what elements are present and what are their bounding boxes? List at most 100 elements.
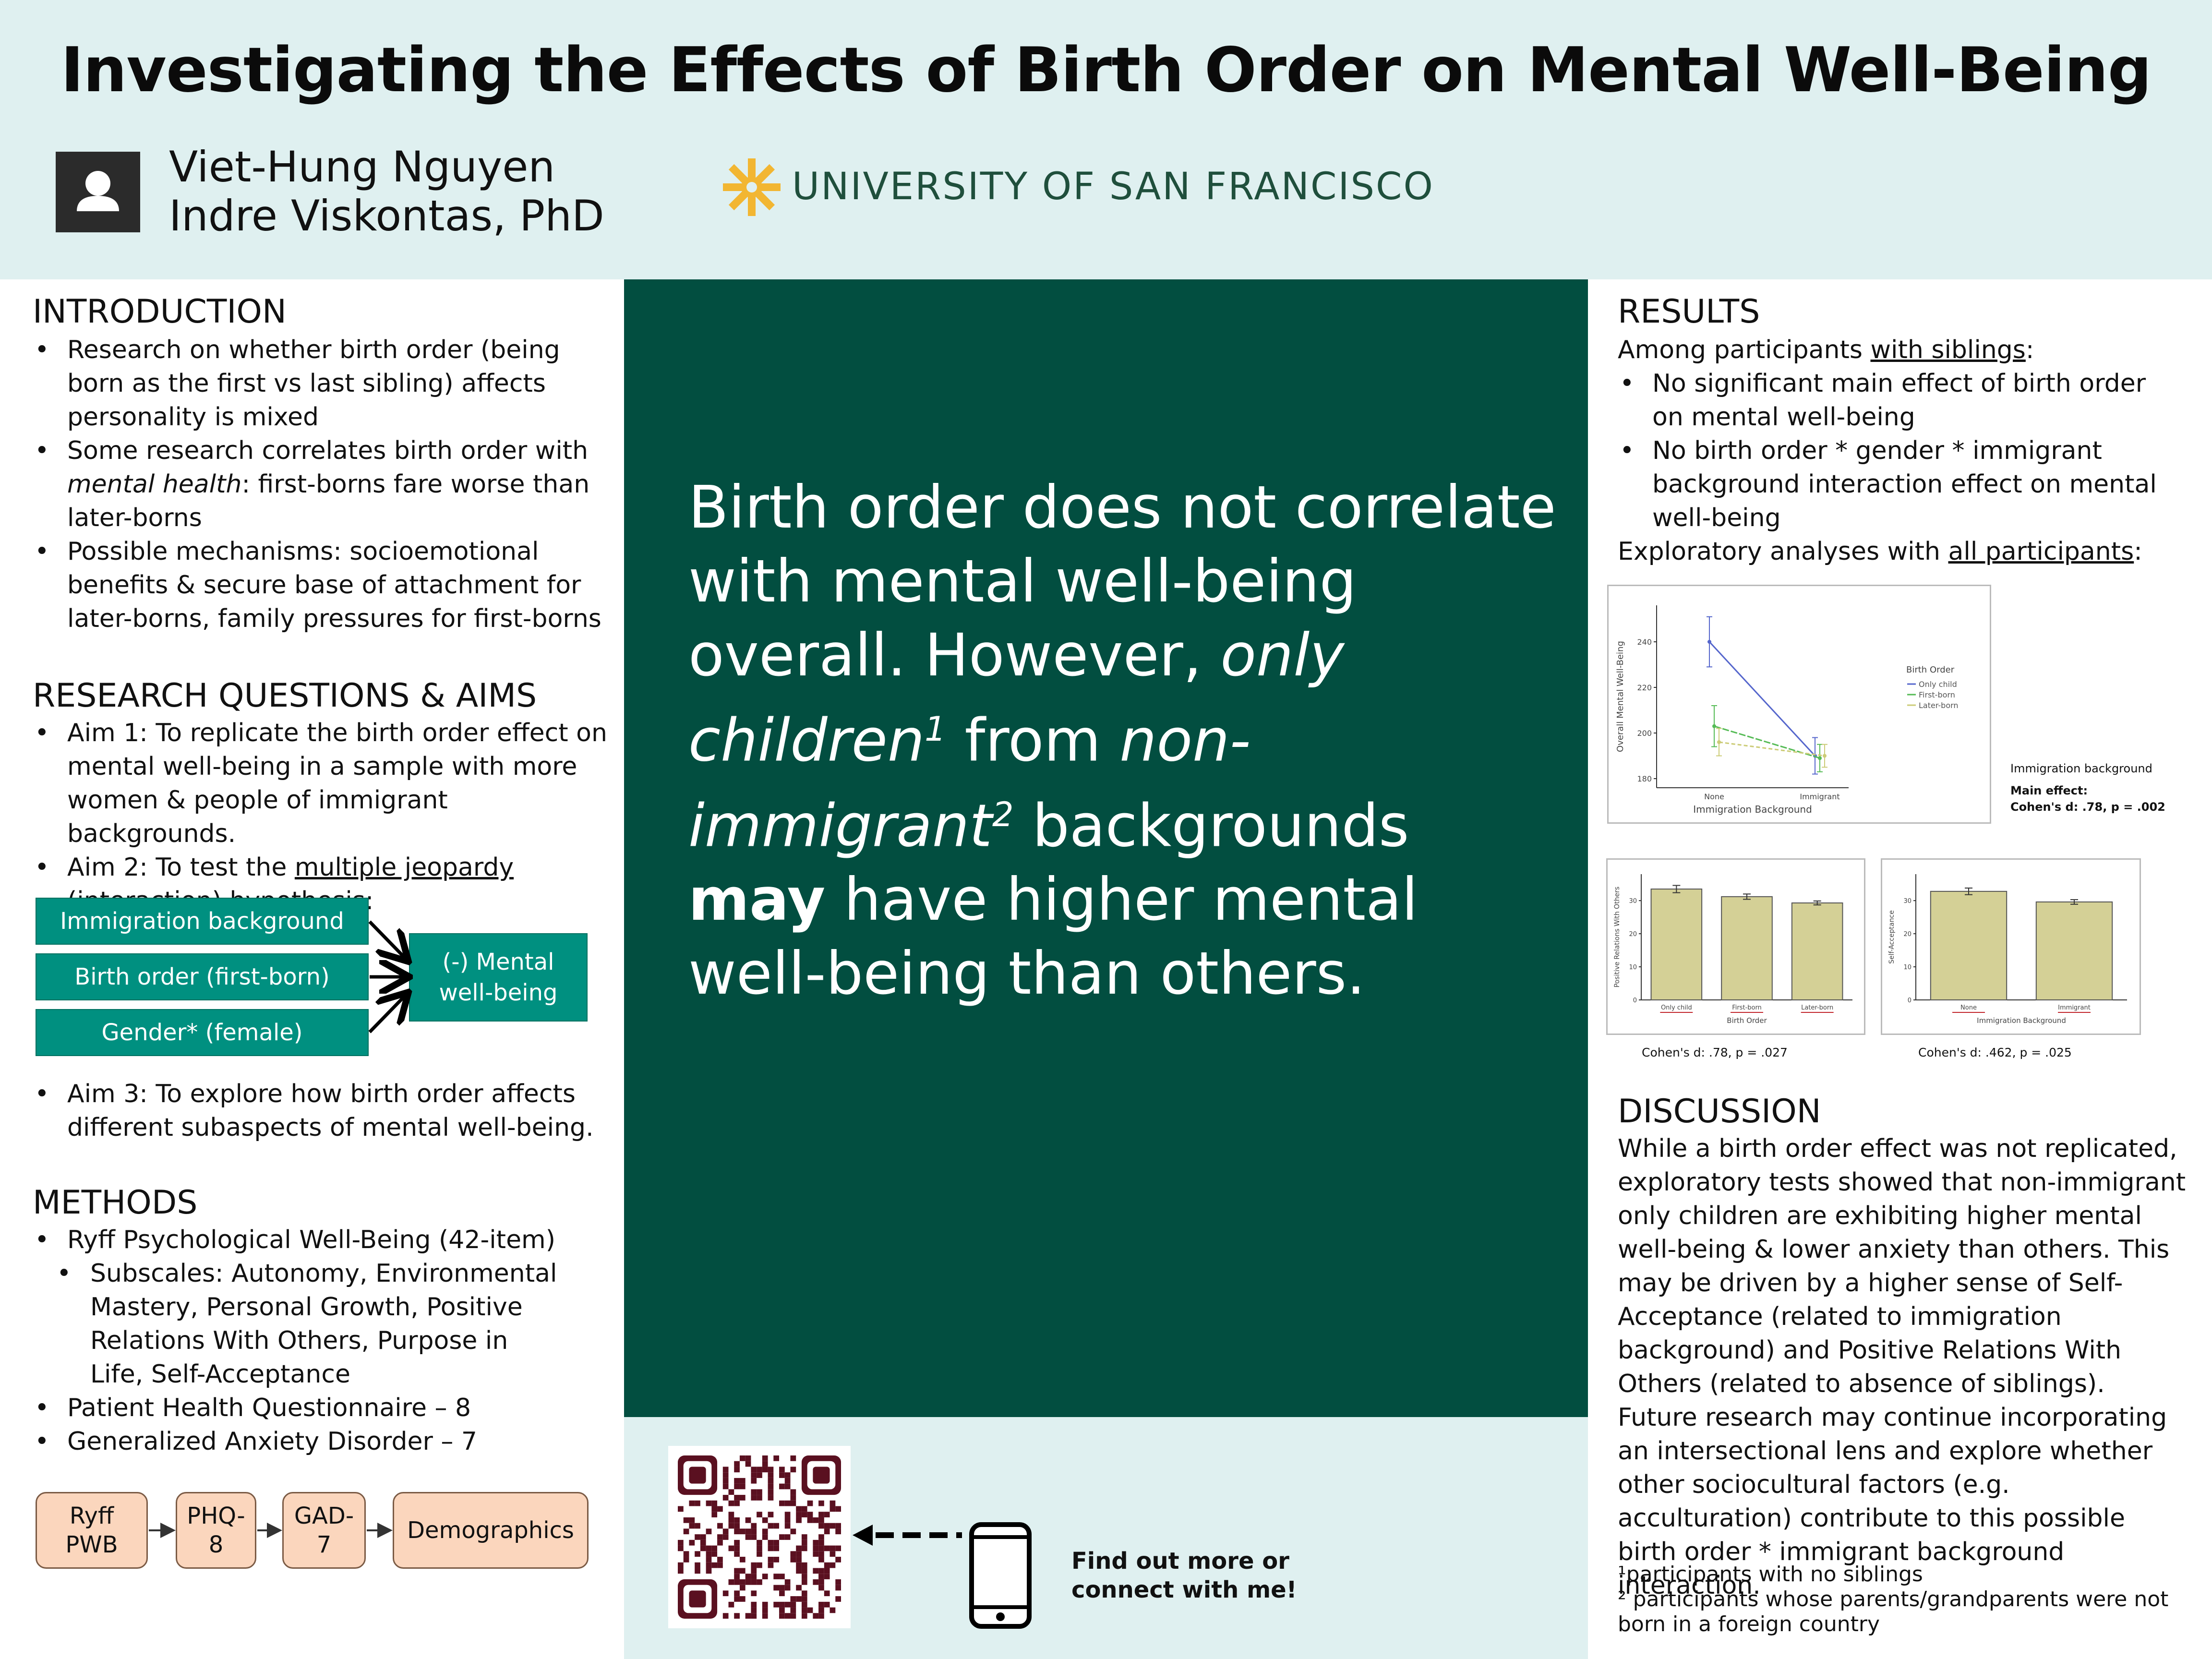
qr-module	[751, 1568, 757, 1574]
qr-module	[830, 1500, 836, 1506]
qr-module	[678, 1568, 684, 1574]
qr-module	[711, 1500, 718, 1506]
qr-module	[745, 1579, 751, 1585]
qr-module	[678, 1562, 684, 1568]
qr-module	[807, 1512, 813, 1517]
qr-module	[722, 1467, 729, 1473]
qr-module	[790, 1489, 796, 1495]
list-item: Research on whether birth order (being b…	[33, 333, 609, 434]
legend-label: Later-born	[1919, 701, 1959, 710]
qr-module	[801, 1568, 807, 1574]
qr-module	[784, 1483, 791, 1490]
flow-step: PHQ-8	[176, 1492, 256, 1569]
qr-module	[790, 1557, 796, 1563]
qr-module	[818, 1607, 824, 1613]
qr-module	[734, 1613, 740, 1619]
qr-module	[801, 1506, 807, 1512]
qr-module	[807, 1517, 813, 1523]
list-item: Aim 3: To explore how birth order affect…	[33, 1077, 609, 1144]
qr-module	[796, 1596, 802, 1602]
qr-module	[835, 1557, 841, 1563]
methods-list-2: Patient Health Questionnaire – 8 General…	[33, 1391, 609, 1458]
qr-module	[751, 1528, 757, 1535]
y-tick-label: 20	[1903, 931, 1911, 938]
qr-module	[830, 1506, 836, 1512]
qr-module	[773, 1539, 780, 1546]
qr-module	[801, 1613, 807, 1619]
qr-module	[739, 1579, 745, 1585]
qr-module	[790, 1607, 796, 1613]
qr-module	[768, 1478, 774, 1484]
qr-module	[678, 1506, 684, 1512]
qr-code-icon[interactable]	[668, 1446, 851, 1628]
y-tick-label: 10	[1629, 964, 1637, 971]
qr-module	[683, 1551, 689, 1557]
qr-module	[739, 1478, 745, 1484]
qr-module	[717, 1534, 723, 1540]
flow-step: Demographics	[393, 1492, 589, 1569]
qr-module	[762, 1607, 768, 1613]
qr-module	[835, 1545, 841, 1551]
qr-module	[757, 1489, 762, 1495]
qr-module	[768, 1495, 774, 1501]
bar-chart-relations: 0 10 20 30 Only child First-born Later-born Bir…	[1606, 858, 1865, 1035]
x-tick-label: Immigrant	[1800, 792, 1839, 801]
qr-module	[706, 1545, 712, 1551]
qr-module	[745, 1534, 751, 1540]
qr-module	[722, 1528, 729, 1535]
qr-module	[801, 1534, 807, 1540]
qr-module	[830, 1545, 836, 1551]
qr-module	[717, 1557, 723, 1563]
qr-module	[745, 1455, 751, 1461]
bar2-caption: Cohen's d: .462, p = .025	[1918, 1046, 2072, 1059]
qr-module	[745, 1517, 751, 1523]
qr-module	[824, 1601, 830, 1608]
qr-module	[768, 1545, 774, 1551]
list-item: Ryff Psychological Well-Being (42-item)	[33, 1223, 609, 1257]
y-axis-label: Positive Relations With Others	[1613, 887, 1621, 987]
qr-module	[801, 1562, 807, 1568]
qr-module	[734, 1528, 740, 1535]
qr-module	[773, 1545, 780, 1551]
intro-title: INTRODUCTION	[33, 293, 287, 331]
qr-module	[784, 1523, 791, 1529]
qr-module	[683, 1528, 689, 1535]
qr-module	[813, 1545, 819, 1551]
footnote: ² participants whose parents/grandparent…	[1618, 1587, 2169, 1636]
qr-module	[751, 1613, 757, 1619]
qr-module	[762, 1528, 768, 1535]
list-item: Patient Health Questionnaire – 8	[33, 1391, 609, 1425]
legend-label: First-born	[1919, 690, 1955, 699]
qr-module	[768, 1512, 774, 1517]
qr-module	[768, 1472, 774, 1478]
qr-module	[790, 1500, 796, 1506]
qr-module	[784, 1472, 791, 1478]
aims-list-2: Aim 3: To explore how birth order affect…	[33, 1077, 609, 1144]
key-finding-panel	[624, 279, 1588, 1417]
qr-module	[835, 1596, 841, 1602]
qr-module	[757, 1472, 762, 1478]
y-tick-label: 30	[1903, 898, 1911, 905]
bar	[2035, 901, 2113, 1000]
qr-module	[824, 1545, 830, 1551]
qr-module	[722, 1534, 729, 1540]
qr-module	[813, 1551, 819, 1557]
qr-module	[779, 1534, 785, 1540]
bar	[1650, 889, 1703, 1000]
qr-module	[813, 1568, 819, 1574]
qr-module	[768, 1489, 774, 1495]
bar	[1930, 890, 2008, 1000]
list-item: Subscales: Autonomy, Environmental Maste…	[33, 1257, 561, 1391]
diagram-input-box: Gender* (female)	[36, 1009, 369, 1056]
qr-module	[768, 1539, 774, 1546]
qr-module	[818, 1512, 824, 1517]
qr-module	[790, 1495, 796, 1501]
qr-module	[700, 1534, 706, 1540]
qr-module	[801, 1574, 807, 1579]
qr-module	[779, 1483, 785, 1490]
series-line	[1708, 641, 1816, 757]
qr-module	[734, 1568, 740, 1574]
qr-module	[734, 1461, 740, 1467]
y-tick-label: 0	[1908, 997, 1911, 1004]
legend-title: Birth Order	[1906, 665, 1955, 675]
